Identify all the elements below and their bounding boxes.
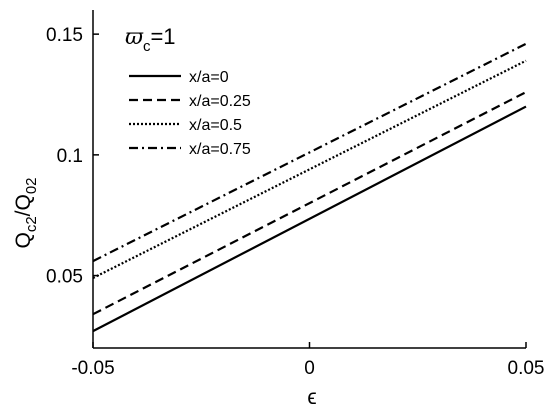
- annotation-sub: c: [143, 38, 151, 55]
- y-axis-label: Qc2/Q02: [12, 177, 40, 248]
- series-layer: [92, 42, 527, 333]
- y-ticks: 0.05 0.1 0.15: [46, 25, 99, 288]
- y-label-base: Q: [12, 232, 35, 248]
- y-label-sub1: c2: [23, 216, 40, 232]
- annotation-label: ϖc=1: [125, 24, 176, 55]
- series-line-3: [92, 42, 527, 263]
- legend-label-1: x/a=0.25: [189, 93, 251, 110]
- x-ticks: -0.05 0 0.05: [71, 342, 544, 379]
- legend-label-3: x/a=0.75: [189, 141, 251, 158]
- x-tick-label-2: 0.05: [508, 358, 545, 379]
- x-axis-label: ϵ: [307, 386, 316, 409]
- series-line-1: [92, 91, 527, 316]
- series-line-0: [92, 105, 527, 333]
- legend-label-2: x/a=0.5: [189, 117, 242, 134]
- y-label-mid: /Q: [12, 194, 35, 216]
- x-tick-label-0: -0.05: [71, 358, 114, 379]
- series-line-2: [92, 59, 527, 279]
- annotation-symbol: ϖ: [125, 25, 144, 50]
- legend: x/a=0 x/a=0.25 x/a=0.5 x/a=0.75: [129, 69, 251, 158]
- y-tick-label-0: 0.05: [46, 267, 83, 288]
- annotation-rest: =1: [150, 24, 175, 49]
- y-label-sub2: 02: [23, 177, 40, 194]
- x-tick-label-1: 0: [304, 358, 315, 379]
- y-tick-label-1: 0.1: [57, 146, 83, 167]
- legend-label-0: x/a=0: [189, 69, 229, 86]
- y-tick-label-2: 0.15: [46, 25, 83, 46]
